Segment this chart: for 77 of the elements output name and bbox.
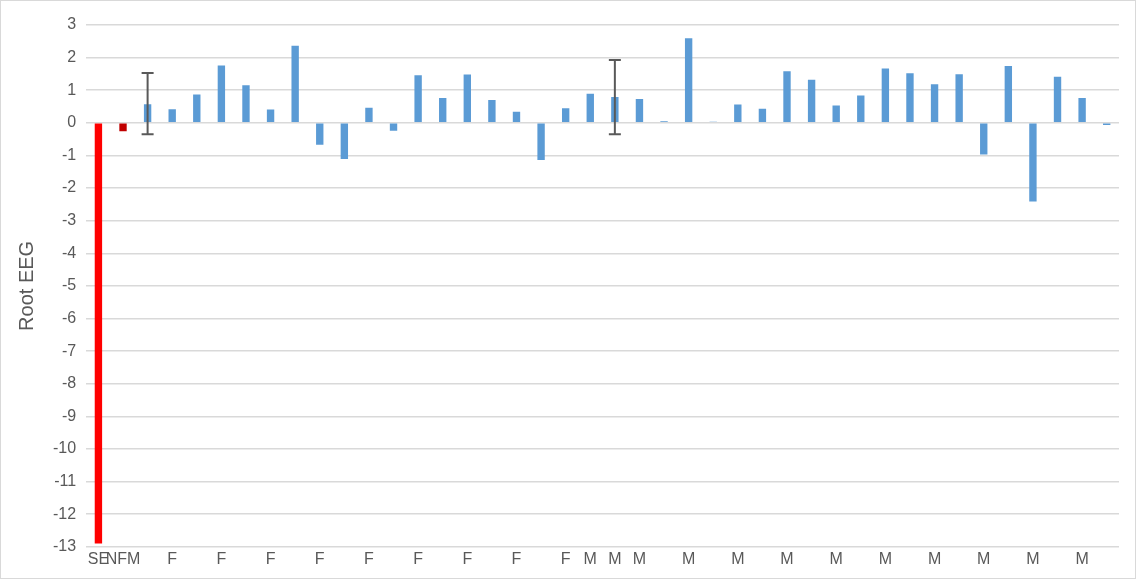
x-tick-label: F xyxy=(364,549,375,567)
bar xyxy=(488,100,496,123)
bar xyxy=(217,65,226,123)
x-tick-label: M xyxy=(632,549,647,567)
x-tick-label: F xyxy=(413,549,424,567)
bar xyxy=(881,68,890,123)
x-tick-label: M xyxy=(608,549,622,567)
y-tick-label: -12 xyxy=(53,504,77,522)
y-tick-label: -8 xyxy=(61,374,77,392)
bar xyxy=(94,123,103,544)
bar xyxy=(389,123,398,131)
x-tick-label: F xyxy=(265,549,276,567)
y-tick-label: -6 xyxy=(61,308,77,326)
y-tick-label: -4 xyxy=(61,243,77,261)
bar xyxy=(1078,98,1086,123)
bar xyxy=(463,74,471,123)
bar xyxy=(758,108,767,123)
x-tick-label: M xyxy=(731,549,745,567)
y-tick-label: -3 xyxy=(61,211,77,229)
x-tick-label: M xyxy=(1075,549,1089,567)
bar xyxy=(684,38,693,123)
bar xyxy=(857,95,865,123)
bar xyxy=(242,85,250,123)
x-tick-label: M xyxy=(583,549,597,567)
x-tick-label: M xyxy=(780,549,794,567)
x-tick-label: M xyxy=(829,549,843,567)
x-tick-label: F xyxy=(314,549,325,567)
y-tick-label: 1 xyxy=(67,80,77,98)
x-tick-label: F xyxy=(511,549,522,567)
bar xyxy=(955,74,963,123)
bar xyxy=(980,123,988,155)
x-tick-label: F xyxy=(462,549,473,567)
bar xyxy=(1053,76,1062,123)
x-tick-label: F xyxy=(216,549,227,567)
bar xyxy=(635,99,644,123)
x-tick-label: F xyxy=(167,549,178,567)
y-tick-label: 3 xyxy=(67,15,77,33)
bar xyxy=(1004,66,1013,123)
bar xyxy=(291,45,299,123)
x-tick-label: SE xyxy=(87,549,110,567)
bar xyxy=(340,123,349,160)
y-tick-label: -13 xyxy=(53,537,77,555)
bar xyxy=(561,108,570,123)
bar xyxy=(807,79,816,123)
y-tick-label: -10 xyxy=(53,439,77,457)
bar xyxy=(316,123,324,145)
y-tick-label: -11 xyxy=(54,471,77,489)
bar xyxy=(266,109,275,123)
y-tick-label: -9 xyxy=(61,406,77,424)
x-tick-label: M xyxy=(878,549,893,567)
bar xyxy=(832,105,840,123)
x-tick-label: M xyxy=(977,549,991,567)
x-tick-label: M xyxy=(681,549,696,567)
y-tick-label: 2 xyxy=(67,48,77,66)
y-tick-label: 0 xyxy=(67,113,77,131)
bar xyxy=(512,111,521,123)
y-tick-label: -1 xyxy=(61,145,77,163)
bar xyxy=(168,109,176,123)
bar xyxy=(537,123,545,161)
bar xyxy=(365,107,373,123)
bar xyxy=(906,73,914,123)
y-axis-title: Root EEG xyxy=(14,240,37,331)
bar xyxy=(414,75,422,123)
bar xyxy=(734,104,742,123)
bar xyxy=(586,93,594,123)
y-tick-label: -2 xyxy=(61,178,77,196)
y-tick-label: -7 xyxy=(61,341,77,359)
bar xyxy=(193,94,201,123)
x-tick-label: F xyxy=(560,549,571,567)
bar xyxy=(119,123,127,132)
bar xyxy=(439,98,447,123)
x-tick-label: M xyxy=(927,549,942,567)
bar xyxy=(1029,123,1037,202)
bar xyxy=(783,71,791,123)
bar xyxy=(930,84,939,123)
y-tick-label: -5 xyxy=(61,276,77,294)
x-tick-label: M xyxy=(1026,549,1040,567)
